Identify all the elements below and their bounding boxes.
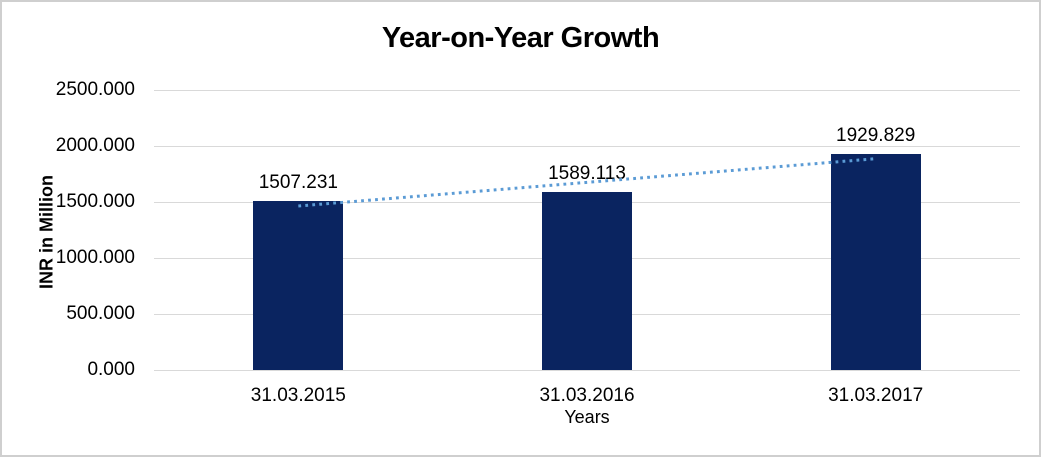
plot-area: 1507.231 1589.113 1929.829 (154, 90, 1020, 371)
x-tick-label: 31.03.2017 (828, 385, 924, 406)
y-tick-label: 1000.000 (55, 247, 135, 268)
y-tick-label: 500.000 (66, 303, 135, 324)
y-tick-label: 2000.000 (55, 135, 135, 156)
bar-value-label: 1507.231 (258, 172, 338, 194)
x-tick-label: 31.03.2016 (539, 385, 635, 406)
bar-value-label: 1929.829 (836, 124, 916, 146)
bar-31.03.2015 (253, 201, 344, 370)
x-axis-title: Years (564, 407, 610, 427)
gridline (154, 370, 1020, 371)
y-tick-label: 1500.000 (55, 191, 135, 212)
y-tick-label: 0.000 (87, 359, 135, 380)
gridline (154, 90, 1020, 91)
bar-31.03.2017 (830, 153, 921, 370)
bar-value-label: 1589.113 (548, 163, 626, 185)
x-tick-label: 31.03.2015 (250, 385, 346, 406)
bar-31.03.2016 (542, 192, 632, 370)
chart-title: Year-on-Year Growth (381, 22, 660, 54)
trendline (298, 157, 876, 208)
y-tick-label: 2500.000 (55, 79, 135, 100)
gridline (154, 146, 1020, 147)
